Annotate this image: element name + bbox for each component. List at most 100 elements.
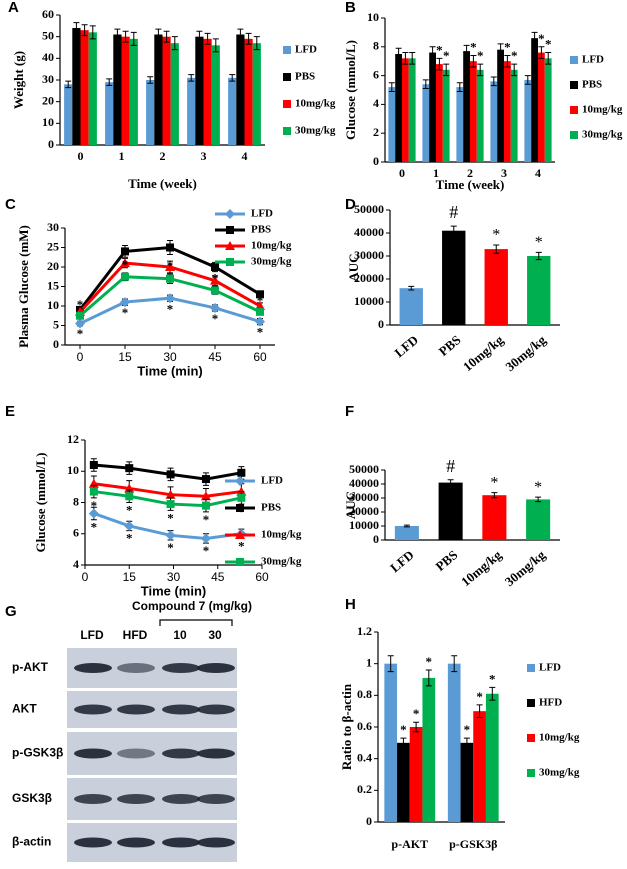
bar: [436, 64, 443, 162]
y-tick-label: 0.6: [357, 719, 372, 733]
bar: [80, 30, 89, 146]
bar: [146, 80, 155, 145]
marker: [235, 476, 245, 486]
marker: [256, 290, 264, 299]
legend-swatch: [570, 131, 578, 139]
marker: [226, 226, 234, 234]
y-tick-label: 50000: [354, 202, 384, 216]
marker: [235, 530, 245, 539]
y-tick-label: 40000: [349, 476, 379, 490]
legend-label: PBS: [582, 79, 602, 91]
x-tick-label: 45: [211, 570, 225, 584]
bar: [244, 38, 253, 146]
x-tick-label: 0: [399, 166, 405, 180]
marker: [165, 262, 175, 271]
bar: [228, 77, 237, 145]
significance: *: [470, 39, 477, 54]
bar: [388, 87, 396, 162]
marker: [120, 297, 130, 308]
x-axis-label: Time (week): [436, 177, 505, 192]
y-axis-label: Glucose (mmol/L): [343, 40, 358, 140]
marker: [226, 258, 234, 266]
legend-swatch: [527, 664, 535, 672]
x-tick-label: 0: [78, 149, 84, 163]
marker: [89, 487, 98, 496]
error-bar: [490, 76, 497, 87]
error-bar: [73, 22, 80, 34]
significance: *: [77, 297, 84, 312]
y-tick-label: 30: [47, 220, 59, 234]
bar: [484, 249, 508, 325]
error-bar: [456, 82, 463, 92]
blot-band: [74, 663, 112, 673]
y-tick-label: 30000: [354, 248, 384, 262]
y-axis-label: Ratio to β-actin: [339, 683, 354, 770]
blot-band: [74, 748, 112, 759]
y-axis-label: AUC: [346, 253, 361, 281]
x-tick-label: 30: [167, 570, 181, 584]
marker: [237, 468, 246, 477]
row-label: β-actin: [12, 835, 51, 849]
marker: [75, 318, 85, 329]
error-bar: [163, 30, 170, 43]
significance: *: [464, 722, 471, 737]
bar: [422, 84, 430, 162]
bar: [384, 663, 398, 822]
error-bar: [447, 479, 454, 486]
legend-label: 30mg/kg: [251, 256, 292, 268]
x-tick-label: 30mg/kg: [502, 547, 549, 589]
blot-band: [162, 794, 200, 804]
error-bar: [429, 46, 436, 59]
x-tick-label: 1: [119, 149, 125, 163]
blot-band: [162, 748, 200, 759]
panel-label: C: [5, 196, 16, 213]
marker: [125, 492, 134, 501]
legend-label: LFD: [582, 54, 604, 66]
legend-label: 30mg/kg: [295, 125, 336, 137]
bar: [397, 742, 410, 822]
legend-swatch: [570, 56, 578, 64]
significance: *: [167, 258, 174, 273]
y-tick-label: 20: [42, 93, 54, 107]
x-tick-label: 60: [253, 350, 267, 364]
bar: [170, 43, 179, 145]
y-axis-label: Weight (g): [11, 51, 26, 109]
x-tick-label: 3: [201, 149, 207, 163]
marker: [201, 475, 210, 484]
error-bar: [511, 63, 518, 77]
error-bar: [388, 82, 395, 92]
y-tick-label: 40000: [354, 225, 384, 239]
y-tick-label: 0: [378, 317, 384, 331]
row-label: GSK3β: [12, 791, 52, 805]
error-bar: [245, 32, 252, 45]
marker: [76, 311, 84, 320]
blot-band: [162, 837, 200, 848]
bar: [64, 84, 73, 145]
error-bar: [524, 75, 531, 85]
error-bar: [535, 496, 542, 503]
error-bar: [504, 54, 511, 68]
legend-label: PBS: [251, 224, 271, 236]
x-tick-label: 30mg/kg: [502, 332, 549, 374]
x-tick-label: 10mg/kg: [458, 547, 505, 589]
significance: *: [413, 706, 420, 721]
legend-label: LFD: [261, 475, 283, 487]
error-bar: [402, 52, 409, 65]
x-tick-label: LFD: [392, 332, 422, 360]
error-bar: [470, 54, 477, 68]
bar: [162, 36, 171, 145]
bar: [470, 61, 477, 163]
legend-swatch: [527, 734, 535, 742]
significance: *: [443, 48, 450, 63]
legend-swatch: [283, 46, 291, 54]
x-tick-label: LFD: [387, 547, 417, 575]
x-tick-label: 30: [163, 350, 177, 364]
bar: [442, 230, 466, 325]
significance: *: [167, 540, 174, 555]
error-bar: [497, 43, 504, 56]
bar: [460, 742, 474, 822]
bar: [88, 32, 97, 146]
error-bar: [155, 28, 162, 41]
legend-label: LFD: [295, 44, 317, 56]
lane-label: HFD: [123, 628, 148, 642]
